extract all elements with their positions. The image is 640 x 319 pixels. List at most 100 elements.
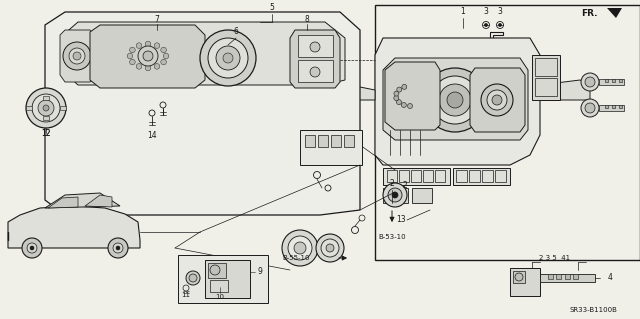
Bar xyxy=(43,116,49,120)
Bar xyxy=(435,170,445,182)
Circle shape xyxy=(316,234,344,262)
Bar xyxy=(383,188,408,203)
Circle shape xyxy=(143,51,153,61)
Circle shape xyxy=(585,103,595,113)
Bar xyxy=(411,170,421,182)
Circle shape xyxy=(392,192,398,198)
Circle shape xyxy=(288,236,312,260)
Text: B-53-10: B-53-10 xyxy=(378,234,406,240)
Bar xyxy=(599,79,624,85)
Polygon shape xyxy=(85,195,112,207)
Circle shape xyxy=(282,230,318,266)
Circle shape xyxy=(383,183,407,207)
Circle shape xyxy=(408,103,413,108)
Text: 2: 2 xyxy=(403,181,408,189)
Bar xyxy=(510,268,540,296)
Bar xyxy=(469,170,480,182)
Bar xyxy=(26,106,32,110)
Circle shape xyxy=(43,105,49,111)
Circle shape xyxy=(401,102,406,108)
Circle shape xyxy=(431,76,479,124)
Text: 14: 14 xyxy=(147,130,157,139)
Polygon shape xyxy=(383,58,528,140)
Polygon shape xyxy=(375,38,540,165)
Circle shape xyxy=(310,67,320,77)
Circle shape xyxy=(108,238,128,258)
Circle shape xyxy=(116,246,120,250)
Bar xyxy=(387,170,397,182)
Polygon shape xyxy=(470,68,525,132)
Text: 2 3 5  41: 2 3 5 41 xyxy=(540,255,571,261)
Circle shape xyxy=(145,41,151,47)
Bar xyxy=(548,274,553,279)
Polygon shape xyxy=(45,12,360,215)
Text: SR33-B1100B: SR33-B1100B xyxy=(570,307,618,313)
Circle shape xyxy=(447,92,463,108)
Bar xyxy=(412,188,432,203)
Circle shape xyxy=(394,91,399,96)
Circle shape xyxy=(481,84,513,116)
Bar xyxy=(556,274,561,279)
Bar xyxy=(300,130,362,165)
Circle shape xyxy=(402,84,407,89)
Text: 2: 2 xyxy=(390,179,394,188)
Text: 10: 10 xyxy=(216,294,225,300)
Circle shape xyxy=(130,47,135,53)
Bar xyxy=(532,55,560,100)
Circle shape xyxy=(310,42,320,52)
Bar xyxy=(298,35,333,57)
Circle shape xyxy=(27,243,37,253)
Circle shape xyxy=(487,90,507,110)
Text: 8: 8 xyxy=(305,16,309,25)
Polygon shape xyxy=(607,8,622,18)
Circle shape xyxy=(585,77,595,87)
Circle shape xyxy=(223,53,233,63)
Circle shape xyxy=(397,87,402,92)
Circle shape xyxy=(492,95,502,105)
Polygon shape xyxy=(62,22,345,85)
Bar xyxy=(208,263,226,278)
Bar xyxy=(605,105,608,108)
Circle shape xyxy=(38,100,54,116)
Circle shape xyxy=(113,243,123,253)
Bar xyxy=(298,60,333,82)
Bar xyxy=(540,274,595,282)
Circle shape xyxy=(189,274,197,282)
Bar xyxy=(305,135,315,147)
Text: 12: 12 xyxy=(41,129,51,137)
Circle shape xyxy=(136,43,142,48)
Circle shape xyxy=(294,242,306,254)
Text: 4: 4 xyxy=(607,273,612,283)
Bar xyxy=(210,280,228,292)
Circle shape xyxy=(200,30,256,86)
Circle shape xyxy=(216,46,240,70)
Text: FR.: FR. xyxy=(582,10,598,19)
Bar xyxy=(423,170,433,182)
Bar xyxy=(205,260,250,298)
Polygon shape xyxy=(45,193,120,208)
Polygon shape xyxy=(60,30,95,82)
Text: 1: 1 xyxy=(461,8,465,17)
Circle shape xyxy=(154,63,160,69)
Circle shape xyxy=(73,52,81,60)
Bar xyxy=(612,105,615,108)
Bar xyxy=(60,106,66,110)
Circle shape xyxy=(32,94,60,122)
Bar xyxy=(619,105,622,108)
Bar xyxy=(331,135,341,147)
Circle shape xyxy=(22,238,42,258)
Bar xyxy=(178,255,268,303)
Bar xyxy=(513,271,525,283)
Circle shape xyxy=(388,188,402,202)
Polygon shape xyxy=(383,168,450,185)
Circle shape xyxy=(63,42,91,70)
Bar xyxy=(599,105,624,111)
Bar xyxy=(495,170,506,182)
Bar xyxy=(456,170,467,182)
Bar xyxy=(344,135,354,147)
Bar xyxy=(565,274,570,279)
Circle shape xyxy=(163,53,169,59)
Circle shape xyxy=(161,47,166,53)
Circle shape xyxy=(26,88,66,128)
Text: 3: 3 xyxy=(497,8,502,17)
